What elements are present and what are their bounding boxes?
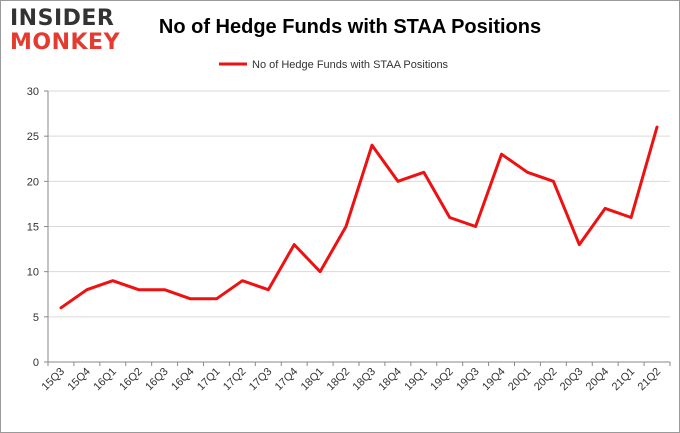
data-point	[137, 288, 140, 291]
x-tick-label: 17Q4	[273, 366, 301, 394]
data-point	[241, 279, 244, 282]
x-tick-label: 16Q1	[91, 366, 119, 394]
logo-bottom-text: MONKEY	[10, 30, 121, 55]
data-point	[448, 216, 451, 219]
insider-monkey-logo: INSIDER MONKEY	[10, 8, 130, 56]
data-point	[85, 288, 89, 291]
x-tick-label: 21Q1	[610, 366, 638, 394]
x-tick-label: 15Q4	[65, 366, 93, 394]
x-tick-label: 18Q1	[299, 366, 327, 394]
data-point	[474, 225, 477, 228]
x-tick-label: 20Q3	[558, 366, 586, 394]
x-tick-label: 17Q1	[195, 366, 223, 394]
x-tick-label: 15Q3	[40, 366, 68, 394]
data-point	[578, 243, 581, 246]
x-tick-label: 19Q1	[402, 366, 430, 394]
x-tick-label: 16Q2	[117, 366, 145, 394]
data-point	[655, 125, 659, 129]
data-point	[59, 306, 63, 309]
data-point	[344, 225, 348, 228]
data-point	[163, 288, 166, 291]
data-point	[293, 243, 296, 246]
x-axis-ticks: 15Q315Q416Q116Q216Q316Q417Q117Q217Q317Q4…	[40, 362, 671, 394]
legend-label: No of Hedge Funds with STAA Positions	[252, 59, 449, 71]
legend: No of Hedge Funds with STAA Positions	[219, 59, 449, 71]
x-tick-label: 16Q3	[143, 366, 171, 394]
y-tick-label: 25	[27, 131, 39, 143]
data-point	[370, 144, 374, 147]
data-point	[422, 171, 425, 174]
x-tick-label: 21Q2	[636, 366, 664, 394]
data-point	[526, 171, 529, 174]
y-tick-label: 15	[27, 222, 39, 234]
x-tick-label: 20Q4	[584, 366, 612, 394]
data-point	[396, 180, 400, 183]
data-point	[215, 297, 218, 300]
x-tick-label: 17Q2	[221, 366, 249, 394]
y-tick-label: 5	[33, 312, 39, 324]
y-tick-label: 0	[33, 357, 39, 369]
chart-title: No of Hedge Funds with STAA Positions	[158, 16, 542, 38]
x-tick-label: 17Q3	[247, 366, 275, 394]
data-point	[318, 270, 322, 273]
series-layer	[59, 125, 659, 310]
x-tick-label: 20Q1	[506, 366, 534, 394]
data-point	[552, 180, 555, 183]
y-axis-ticks: 0 5 10 15 20 25 30	[27, 86, 48, 369]
data-point	[111, 279, 114, 282]
x-tick-label: 16Q4	[169, 366, 197, 394]
data-point	[629, 216, 633, 219]
x-tick-label: 18Q3	[351, 366, 379, 394]
y-tick-label: 10	[27, 267, 39, 279]
gridlines	[48, 90, 670, 318]
x-tick-label: 19Q2	[428, 366, 456, 394]
y-tick-label: 30	[27, 86, 39, 98]
x-tick-label: 18Q2	[325, 366, 353, 394]
x-tick-label: 20Q2	[532, 366, 560, 394]
axes	[47, 91, 670, 363]
x-tick-label: 18Q4	[376, 366, 404, 394]
x-tick-label: 19Q3	[454, 366, 482, 394]
data-point	[267, 288, 270, 291]
x-tick-label: 19Q4	[480, 366, 508, 394]
data-point	[500, 153, 503, 156]
data-point	[189, 297, 192, 300]
y-tick-label: 20	[27, 176, 39, 188]
data-point	[604, 207, 607, 210]
series-line	[59, 125, 659, 310]
logo-top-text: INSIDER	[10, 6, 115, 31]
